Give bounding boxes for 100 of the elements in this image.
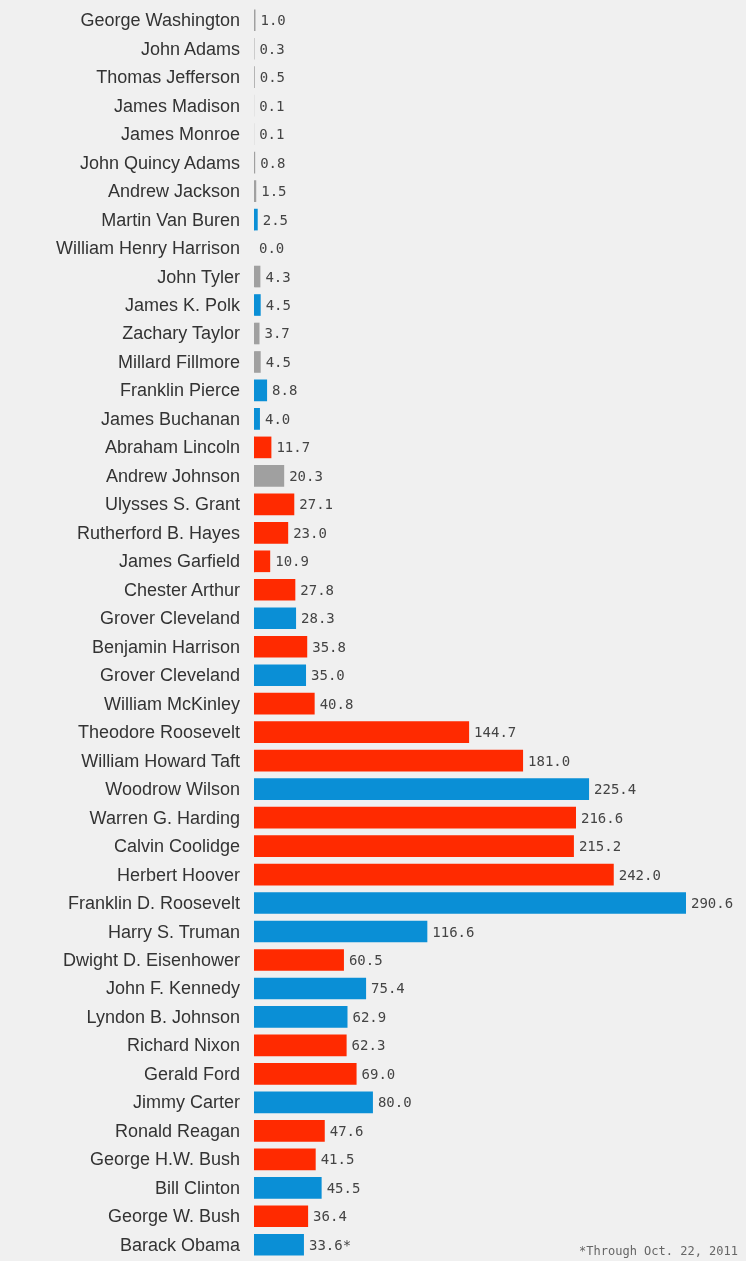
bar [254,1120,325,1142]
y-tick-label: Calvin Coolidge [113,836,240,857]
data-label: 144.7 [474,724,517,741]
y-tick-label: Thomas Jefferson [96,67,240,88]
bar [254,664,307,687]
data-label: 1.5 [261,183,287,200]
bar [254,721,470,743]
y-tick-label: James K. Polk [124,295,241,316]
data-label: 1.0 [260,12,286,29]
bar [254,550,271,573]
data-label: 0.1 [259,97,285,114]
y-tick-label: Barack Obama [119,1234,241,1255]
y-tick-label: Herbert Hoover [116,864,241,885]
bar [254,294,261,316]
bar [254,493,295,516]
data-label: 69.0 [361,1065,396,1082]
y-tick-label: Warren G. Harding [89,807,240,828]
y-tick-label: George Washington [80,10,240,31]
y-tick-label: William Howard Taft [81,750,240,771]
data-label: 0.0 [259,240,285,257]
y-tick-label: James Monroe [120,124,240,145]
y-tick-label: James Buchanan [100,408,240,429]
data-label: 3.7 [264,325,290,342]
y-tick-label: Harry S. Truman [107,921,240,942]
bar [254,1205,309,1228]
y-tick-label: John Tyler [157,266,240,287]
data-label: 0.1 [259,126,285,143]
y-tick-label: Grover Cleveland [99,608,240,629]
data-label: 0.8 [260,154,286,171]
bar [254,465,285,487]
data-label: 4.5 [265,353,291,370]
bar [254,379,268,402]
y-tick-label: William McKinley [103,693,240,714]
data-label: 62.9 [352,1008,387,1025]
bar [254,778,590,800]
data-label: 116.6 [432,923,475,940]
y-tick-label: Bill Clinton [154,1177,240,1198]
y-tick-label: Chester Arthur [123,579,240,600]
y-tick-label: Gerald Ford [143,1063,240,1084]
bar [254,692,315,715]
y-tick-label: Grover Cleveland [99,665,240,686]
y-tick-label: John Quincy Adams [79,152,240,173]
y-tick-label: George W. Bush [107,1206,240,1227]
data-label: 242.0 [618,866,661,883]
y-tick-label: Dwight D. Eisenhower [62,949,240,970]
data-label: 62.3 [351,1037,386,1054]
bar [254,180,257,202]
data-label: 10.9 [275,553,309,570]
data-label: 2.5 [262,211,289,228]
bar [254,208,258,231]
data-label: 0.3 [259,40,285,57]
bar [254,863,614,886]
bar [254,1176,322,1199]
data-label: 215.2 [578,838,622,855]
bar [254,749,524,772]
bar [254,949,344,971]
bar [254,1233,304,1256]
bar [254,1063,357,1085]
bar [254,607,297,630]
data-label: 4.5 [265,297,291,314]
data-label: 0.5 [259,69,286,86]
bar [254,408,260,430]
bar [254,1034,347,1057]
y-tick-label: Ulysses S. Grant [104,494,240,515]
y-tick-label: Richard Nixon [126,1035,240,1056]
bar [254,265,261,288]
data-label: 11.7 [276,439,311,456]
y-tick-label: William Henry Harrison [55,238,240,259]
data-label: 41.5 [320,1151,355,1168]
data-label: 4.3 [265,268,291,285]
bar [254,920,428,943]
bar [254,522,289,544]
data-label: 45.5 [326,1179,361,1196]
data-label: 27.8 [300,581,335,598]
data-label: 4.0 [264,410,291,427]
y-tick-label: Martin Van Buren [101,209,240,230]
y-tick-label: Rutherford B. Hayes [76,522,240,543]
data-label: 47.6 [329,1122,364,1139]
data-label: 27.1 [299,496,334,513]
data-label: 40.8 [319,695,354,712]
data-label: 290.6 [691,895,734,912]
bar [254,635,308,658]
y-tick-label: Andrew Jackson [107,181,240,202]
bar [254,835,574,857]
data-label: 75.4 [371,980,405,997]
y-tick-label: Franklin D. Roosevelt [67,893,240,914]
y-tick-label: Franklin Pierce [119,380,240,401]
data-label: 181.0 [528,752,571,769]
data-label: 33.6* [308,1236,352,1253]
y-tick-label: Abraham Lincoln [104,437,240,458]
data-label: 23.0 [293,524,327,541]
bar [254,436,272,459]
y-tick-label: Ronald Reagan [114,1120,240,1141]
data-label: 36.4 [313,1208,347,1225]
bar [254,892,686,914]
bar [254,1148,316,1171]
bar [254,1006,348,1028]
y-tick-label: James Garfield [118,551,240,572]
y-tick-label: John Adams [140,38,240,59]
y-tick-label: Jimmy Carter [133,1092,240,1113]
